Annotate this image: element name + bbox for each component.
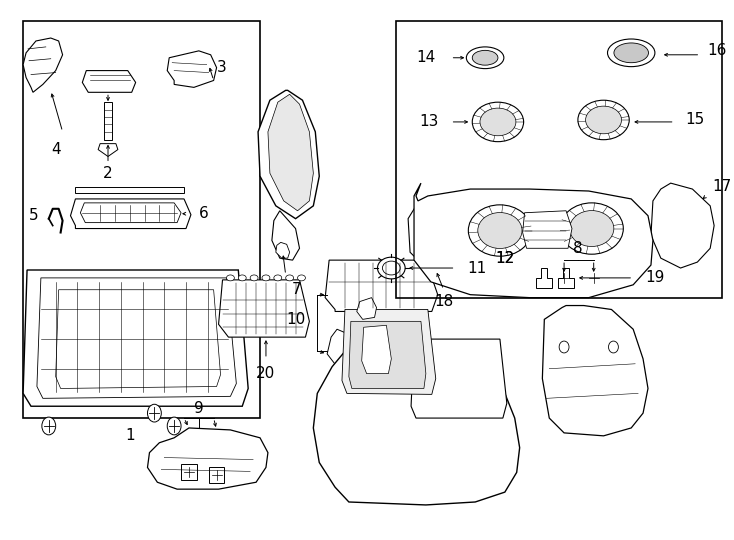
Text: 8: 8 [573, 241, 583, 256]
Polygon shape [23, 38, 62, 92]
Polygon shape [408, 206, 457, 275]
Polygon shape [80, 203, 181, 222]
Ellipse shape [377, 257, 405, 279]
Bar [23, 21, 260, 418]
Ellipse shape [586, 106, 622, 134]
Text: 7: 7 [291, 282, 301, 297]
Text: 12: 12 [495, 251, 515, 266]
Polygon shape [327, 329, 368, 369]
Ellipse shape [227, 275, 234, 281]
Polygon shape [362, 325, 391, 374]
Polygon shape [268, 94, 313, 211]
Ellipse shape [466, 47, 504, 69]
Polygon shape [82, 71, 136, 92]
Polygon shape [167, 51, 217, 87]
Polygon shape [276, 242, 290, 258]
Ellipse shape [472, 102, 523, 141]
Ellipse shape [297, 275, 305, 281]
Polygon shape [219, 280, 310, 337]
Bar [76, 187, 184, 193]
Ellipse shape [239, 275, 246, 281]
Text: 17: 17 [712, 179, 731, 194]
Ellipse shape [286, 275, 294, 281]
Bar [556, 270, 572, 286]
Text: 10: 10 [286, 312, 305, 327]
Polygon shape [523, 211, 572, 248]
Text: 3: 3 [217, 60, 226, 75]
Polygon shape [342, 309, 436, 394]
Polygon shape [558, 268, 574, 288]
Text: 13: 13 [419, 114, 439, 130]
Polygon shape [37, 278, 236, 399]
Ellipse shape [148, 404, 161, 422]
Ellipse shape [250, 275, 258, 281]
Ellipse shape [480, 108, 516, 136]
Text: 5: 5 [29, 208, 39, 223]
Polygon shape [537, 268, 552, 288]
Text: 1: 1 [125, 428, 134, 443]
Polygon shape [411, 339, 506, 418]
Polygon shape [651, 183, 714, 268]
Polygon shape [70, 199, 191, 228]
Ellipse shape [614, 43, 648, 63]
Bar [396, 21, 722, 298]
Polygon shape [542, 306, 648, 436]
Text: 6: 6 [199, 206, 208, 221]
Polygon shape [414, 183, 653, 298]
Text: 12: 12 [495, 251, 515, 266]
Text: 18: 18 [434, 294, 454, 309]
Ellipse shape [578, 100, 629, 140]
Polygon shape [258, 90, 319, 219]
Polygon shape [325, 260, 437, 312]
Ellipse shape [560, 203, 623, 254]
Text: 14: 14 [416, 50, 436, 65]
Ellipse shape [167, 417, 181, 435]
Ellipse shape [608, 341, 618, 353]
Ellipse shape [468, 205, 531, 256]
Ellipse shape [608, 39, 655, 66]
Ellipse shape [274, 275, 282, 281]
Text: 2: 2 [103, 166, 113, 181]
Text: 9: 9 [194, 401, 204, 416]
Ellipse shape [472, 50, 498, 65]
Text: 20: 20 [256, 366, 275, 381]
Polygon shape [313, 345, 520, 505]
Polygon shape [98, 144, 118, 157]
Polygon shape [148, 428, 268, 489]
Polygon shape [357, 298, 377, 319]
Ellipse shape [382, 261, 400, 275]
Polygon shape [272, 211, 299, 260]
Polygon shape [56, 290, 220, 388]
Bar [208, 468, 225, 483]
Text: 4: 4 [51, 142, 60, 157]
Text: 19: 19 [645, 271, 664, 286]
Ellipse shape [570, 211, 614, 246]
Polygon shape [349, 321, 426, 388]
Bar [181, 464, 197, 480]
Ellipse shape [478, 213, 522, 248]
Polygon shape [23, 270, 248, 406]
Text: 16: 16 [708, 43, 727, 58]
Bar [104, 102, 112, 140]
Text: 11: 11 [468, 260, 487, 275]
Ellipse shape [559, 341, 569, 353]
Ellipse shape [42, 417, 56, 435]
Bar [586, 270, 602, 286]
Text: 15: 15 [686, 112, 705, 127]
Ellipse shape [262, 275, 270, 281]
